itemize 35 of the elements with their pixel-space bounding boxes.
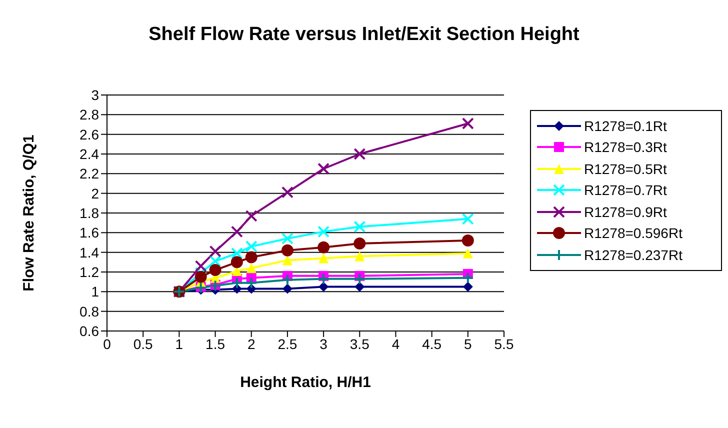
chart-title: Shelf Flow Rate versus Inlet/Exit Section Height — [148, 24, 580, 46]
x-tick-label: 4 — [392, 336, 400, 352]
x-tick-label: 2.5 — [278, 336, 298, 352]
legend-label: R1278=0.596Rt — [584, 225, 682, 242]
legend-label: R1278=0.9Rt — [584, 204, 667, 220]
y-tick-label: 1.6 — [80, 224, 100, 241]
y-tick-label: 1.8 — [80, 204, 100, 221]
y-tick-label: 2.6 — [80, 126, 100, 142]
y-tick-label: 0.6 — [80, 322, 100, 339]
x-tick-label: 0.5 — [133, 336, 154, 352]
y-tick-label: 2.8 — [80, 106, 100, 123]
y-tick-label: 2 — [91, 185, 100, 202]
legend-label: R1278=0.1Rt — [584, 118, 667, 134]
x-tick-label: 2 — [247, 336, 256, 352]
y-axis-title: Flow Rate Ratio, Q/Q1 — [20, 134, 38, 292]
x-tick-label: 5 — [464, 336, 472, 352]
y-tick-label: 2.4 — [80, 146, 100, 162]
x-tick-label: 0 — [103, 336, 112, 352]
y-tick-label: 0.8 — [80, 303, 100, 320]
legend-label: R1278=0.3Rt — [584, 139, 667, 156]
y-tick-label: 2.2 — [80, 166, 100, 182]
y-tick-label: 1.2 — [80, 264, 100, 280]
x-tick-label: 3.5 — [350, 336, 370, 352]
legend-label: R1278=0.5Rt — [584, 160, 667, 177]
legend-label: R1278=0.237Rt — [584, 246, 682, 263]
y-tick-label: 1.4 — [80, 244, 100, 260]
y-tick-label: 3 — [91, 86, 100, 103]
x-tick-label: 5.5 — [494, 336, 514, 352]
legend-label: R1278=0.7Rt — [584, 182, 667, 198]
x-tick-label: 1.5 — [206, 336, 226, 352]
x-axis-title: Height Ratio, H/H1 — [240, 374, 371, 391]
x-tick-label: 4.5 — [422, 336, 442, 352]
x-tick-label: 3 — [320, 336, 328, 352]
y-tick-label: 1 — [91, 284, 100, 300]
x-tick-label: 1 — [175, 336, 184, 352]
